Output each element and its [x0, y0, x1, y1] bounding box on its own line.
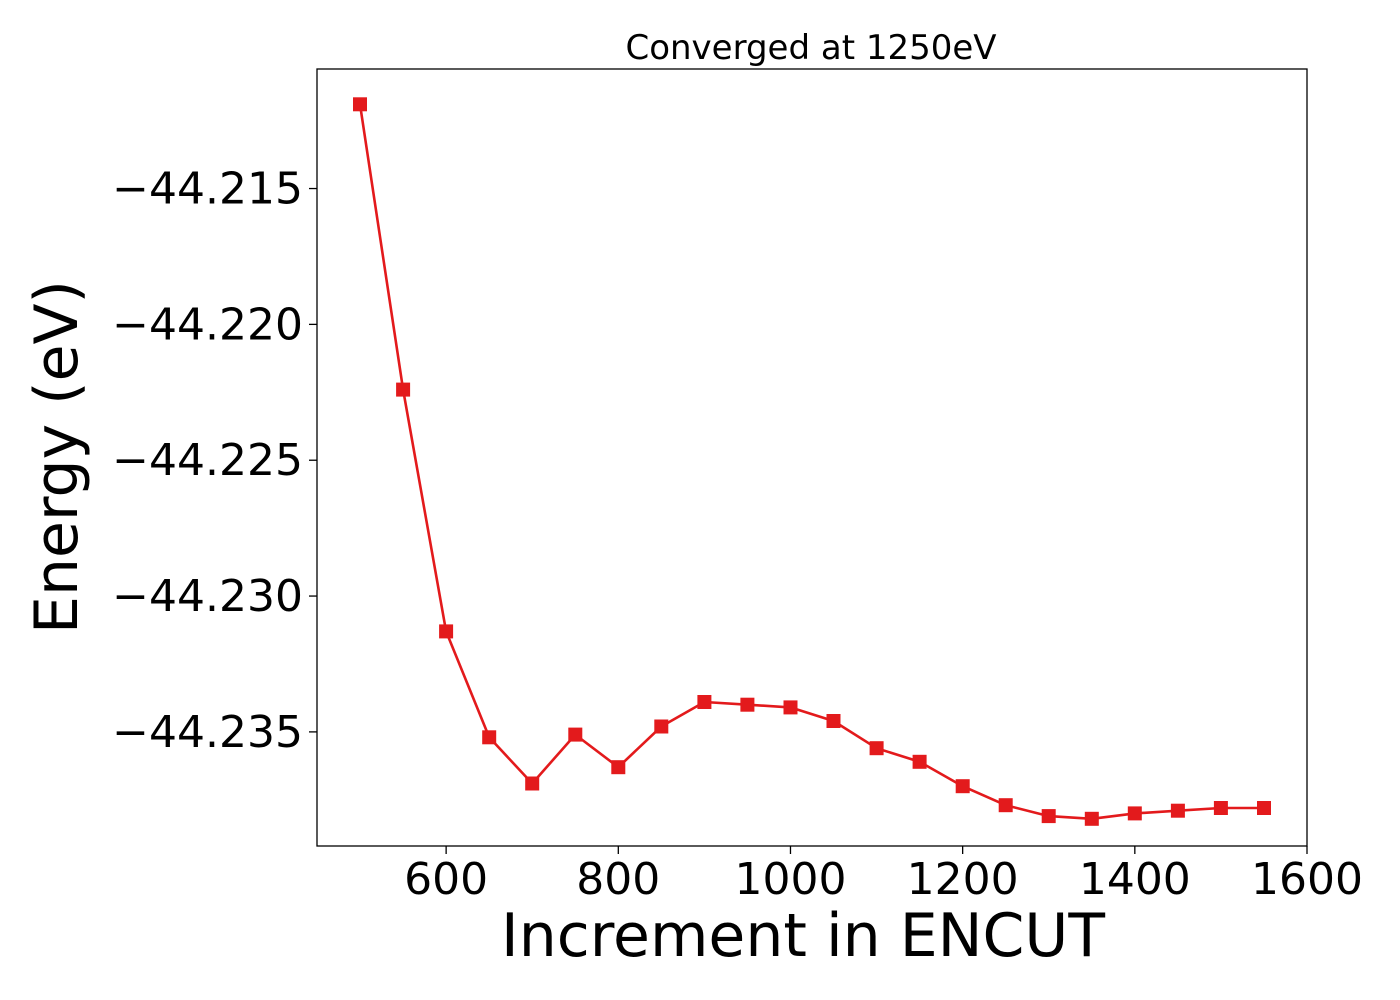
- data-point: [1213, 801, 1228, 815]
- data-point: [568, 727, 583, 742]
- x-tick-label: 1200: [907, 854, 1019, 905]
- data-point: [697, 695, 712, 709]
- data-point: [525, 776, 540, 791]
- data-point: [998, 798, 1013, 813]
- data-point: [1170, 803, 1185, 818]
- data-point: [439, 624, 454, 639]
- x-tick-label: 800: [576, 854, 660, 905]
- y-axis-label: Energy (eV): [22, 280, 92, 634]
- x-tick-label: 600: [404, 854, 488, 905]
- chart-title: Converged at 1250eV: [625, 28, 996, 68]
- data-point: [353, 97, 367, 112]
- y-tick-label: −44.230: [112, 571, 303, 622]
- y-tick-label: −44.220: [112, 299, 303, 350]
- x-tick-label: 1400: [1079, 854, 1191, 905]
- data-point: [740, 697, 755, 712]
- data-point: [396, 382, 411, 397]
- data-point: [869, 741, 884, 756]
- data-point: [654, 719, 669, 734]
- data-point: [611, 760, 626, 775]
- data-point: [482, 730, 497, 745]
- plot-frame: [316, 68, 1308, 847]
- data-point: [1127, 806, 1142, 821]
- x-tick-label: 1600: [1251, 854, 1363, 905]
- series-line: [358, 104, 1264, 821]
- data-point: [1041, 809, 1056, 824]
- data-point: [955, 779, 970, 794]
- data-point: [826, 714, 841, 728]
- y-tick-label: −44.215: [112, 164, 303, 215]
- y-tick-label: −44.235: [112, 707, 303, 758]
- x-tick-label: 1000: [734, 854, 846, 905]
- data-point: [1084, 811, 1099, 826]
- y-tick-label: −44.225: [112, 435, 303, 486]
- y-axis: −44.215 −44.220 −44.225 −44.230 −44.235: [112, 164, 317, 758]
- x-axis: 600 800 1000 1200 1400 1600: [404, 846, 1363, 905]
- plot-area: [353, 97, 1271, 826]
- x-axis-label: Increment in ENCUT: [501, 901, 1105, 971]
- data-point: [783, 700, 798, 715]
- data-point: [1257, 801, 1271, 815]
- data-point: [912, 754, 927, 769]
